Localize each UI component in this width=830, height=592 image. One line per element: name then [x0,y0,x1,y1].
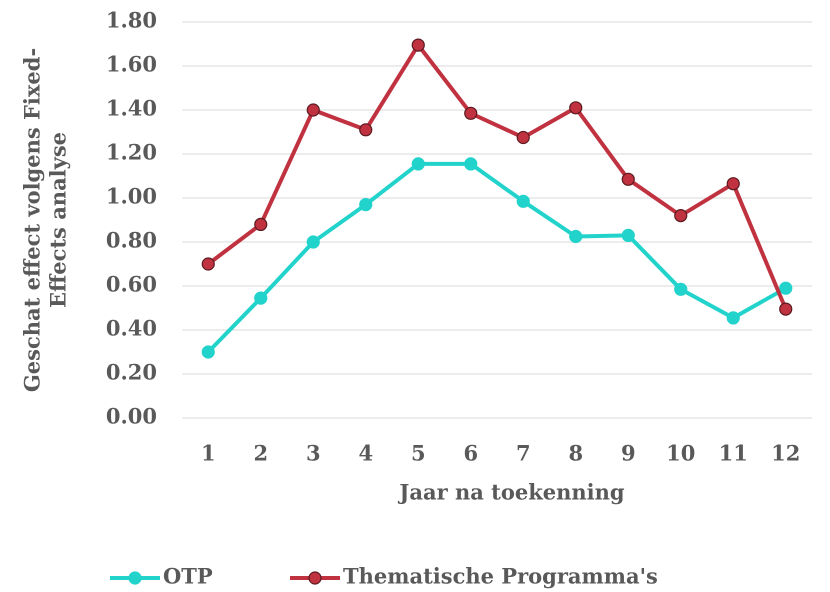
point [254,291,268,305]
point [516,130,530,145]
x-tick-label: 7 [516,441,531,466]
point [569,229,583,244]
y-tick-label: 0.00 [106,404,157,429]
y-tick-label: 1.80 [106,8,157,33]
point [464,106,478,120]
y-axis-label-line: Geschat effect volgens Fixed- [20,48,45,392]
point [779,302,793,316]
point [359,123,373,137]
point [779,281,793,295]
x-tick-label: 2 [253,441,268,466]
y-tick-label: 1.40 [106,96,157,121]
point [516,194,530,208]
y-tick-label: 1.00 [106,184,157,209]
point [306,235,320,249]
y-tick-label: 0.80 [106,228,157,253]
x-tick-label: 10 [666,441,695,466]
legend-marker [308,571,322,585]
legend-label: Thematische Programma's [343,564,658,589]
x-axis-label: Jaar na toekenning [397,480,624,505]
x-tick-label: 1 [201,441,216,466]
y-tick-label: 0.20 [106,360,157,385]
x-tick-label: 11 [719,441,748,466]
y-tick-label: 1.60 [106,52,157,77]
point [674,209,688,223]
point [569,101,583,115]
point [464,157,478,171]
x-tick-label: 8 [568,441,583,466]
series-line [207,43,788,310]
point [726,311,740,325]
x-tick-label: 4 [358,441,373,466]
series-line [206,161,787,354]
point [411,38,425,52]
y-tick-label: 0.40 [106,316,157,341]
y-tick-label: 0.60 [106,272,157,297]
point [621,228,635,242]
x-tick-label: 5 [411,441,426,466]
point [621,172,635,186]
x-tick-label: 6 [463,441,478,466]
x-tick-label: 12 [771,441,800,466]
x-tick-label: 9 [621,441,636,466]
legend-label: OTP [163,564,213,589]
x-tick-label: 3 [306,441,321,466]
y-axis-label-line: Effects analyse [46,132,71,308]
point [726,177,740,191]
point [306,103,320,117]
point [201,345,215,359]
y-axis-label: Geschat effect volgens Fixed- Effects an… [20,48,71,392]
point [674,282,688,296]
legend-marker [128,571,142,585]
point [201,257,215,271]
point [254,217,268,231]
point [359,198,373,212]
point [411,157,425,171]
y-tick-label: 1.20 [106,140,157,165]
